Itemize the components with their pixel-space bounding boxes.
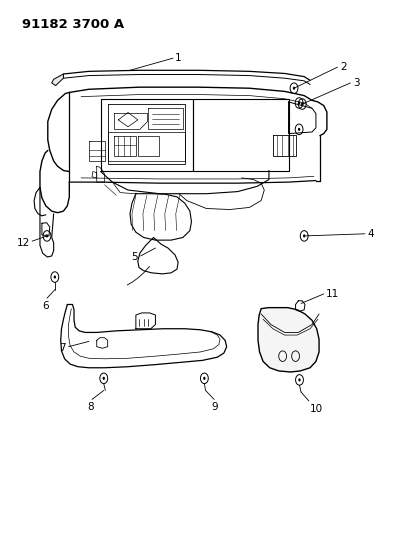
Text: 12: 12 — [17, 238, 30, 248]
Text: 4: 4 — [368, 229, 374, 239]
Text: 5: 5 — [131, 252, 138, 262]
Text: 6: 6 — [42, 301, 49, 311]
Text: 8: 8 — [88, 402, 94, 412]
Text: 1: 1 — [175, 53, 182, 63]
Circle shape — [298, 378, 301, 382]
Circle shape — [303, 235, 305, 238]
Circle shape — [301, 102, 303, 106]
Text: 7: 7 — [60, 343, 66, 353]
Circle shape — [293, 87, 295, 90]
Text: 2: 2 — [340, 62, 347, 72]
Circle shape — [298, 128, 300, 131]
Text: 10: 10 — [310, 403, 323, 414]
Text: 11: 11 — [326, 289, 339, 299]
Circle shape — [203, 377, 206, 380]
Polygon shape — [258, 308, 319, 372]
Text: 91182 3700 A: 91182 3700 A — [22, 18, 125, 30]
Text: 3: 3 — [353, 78, 360, 88]
Circle shape — [46, 235, 48, 238]
Text: 9: 9 — [212, 402, 218, 412]
Circle shape — [54, 276, 56, 279]
Circle shape — [298, 101, 300, 104]
Polygon shape — [52, 74, 64, 86]
Circle shape — [102, 377, 105, 380]
